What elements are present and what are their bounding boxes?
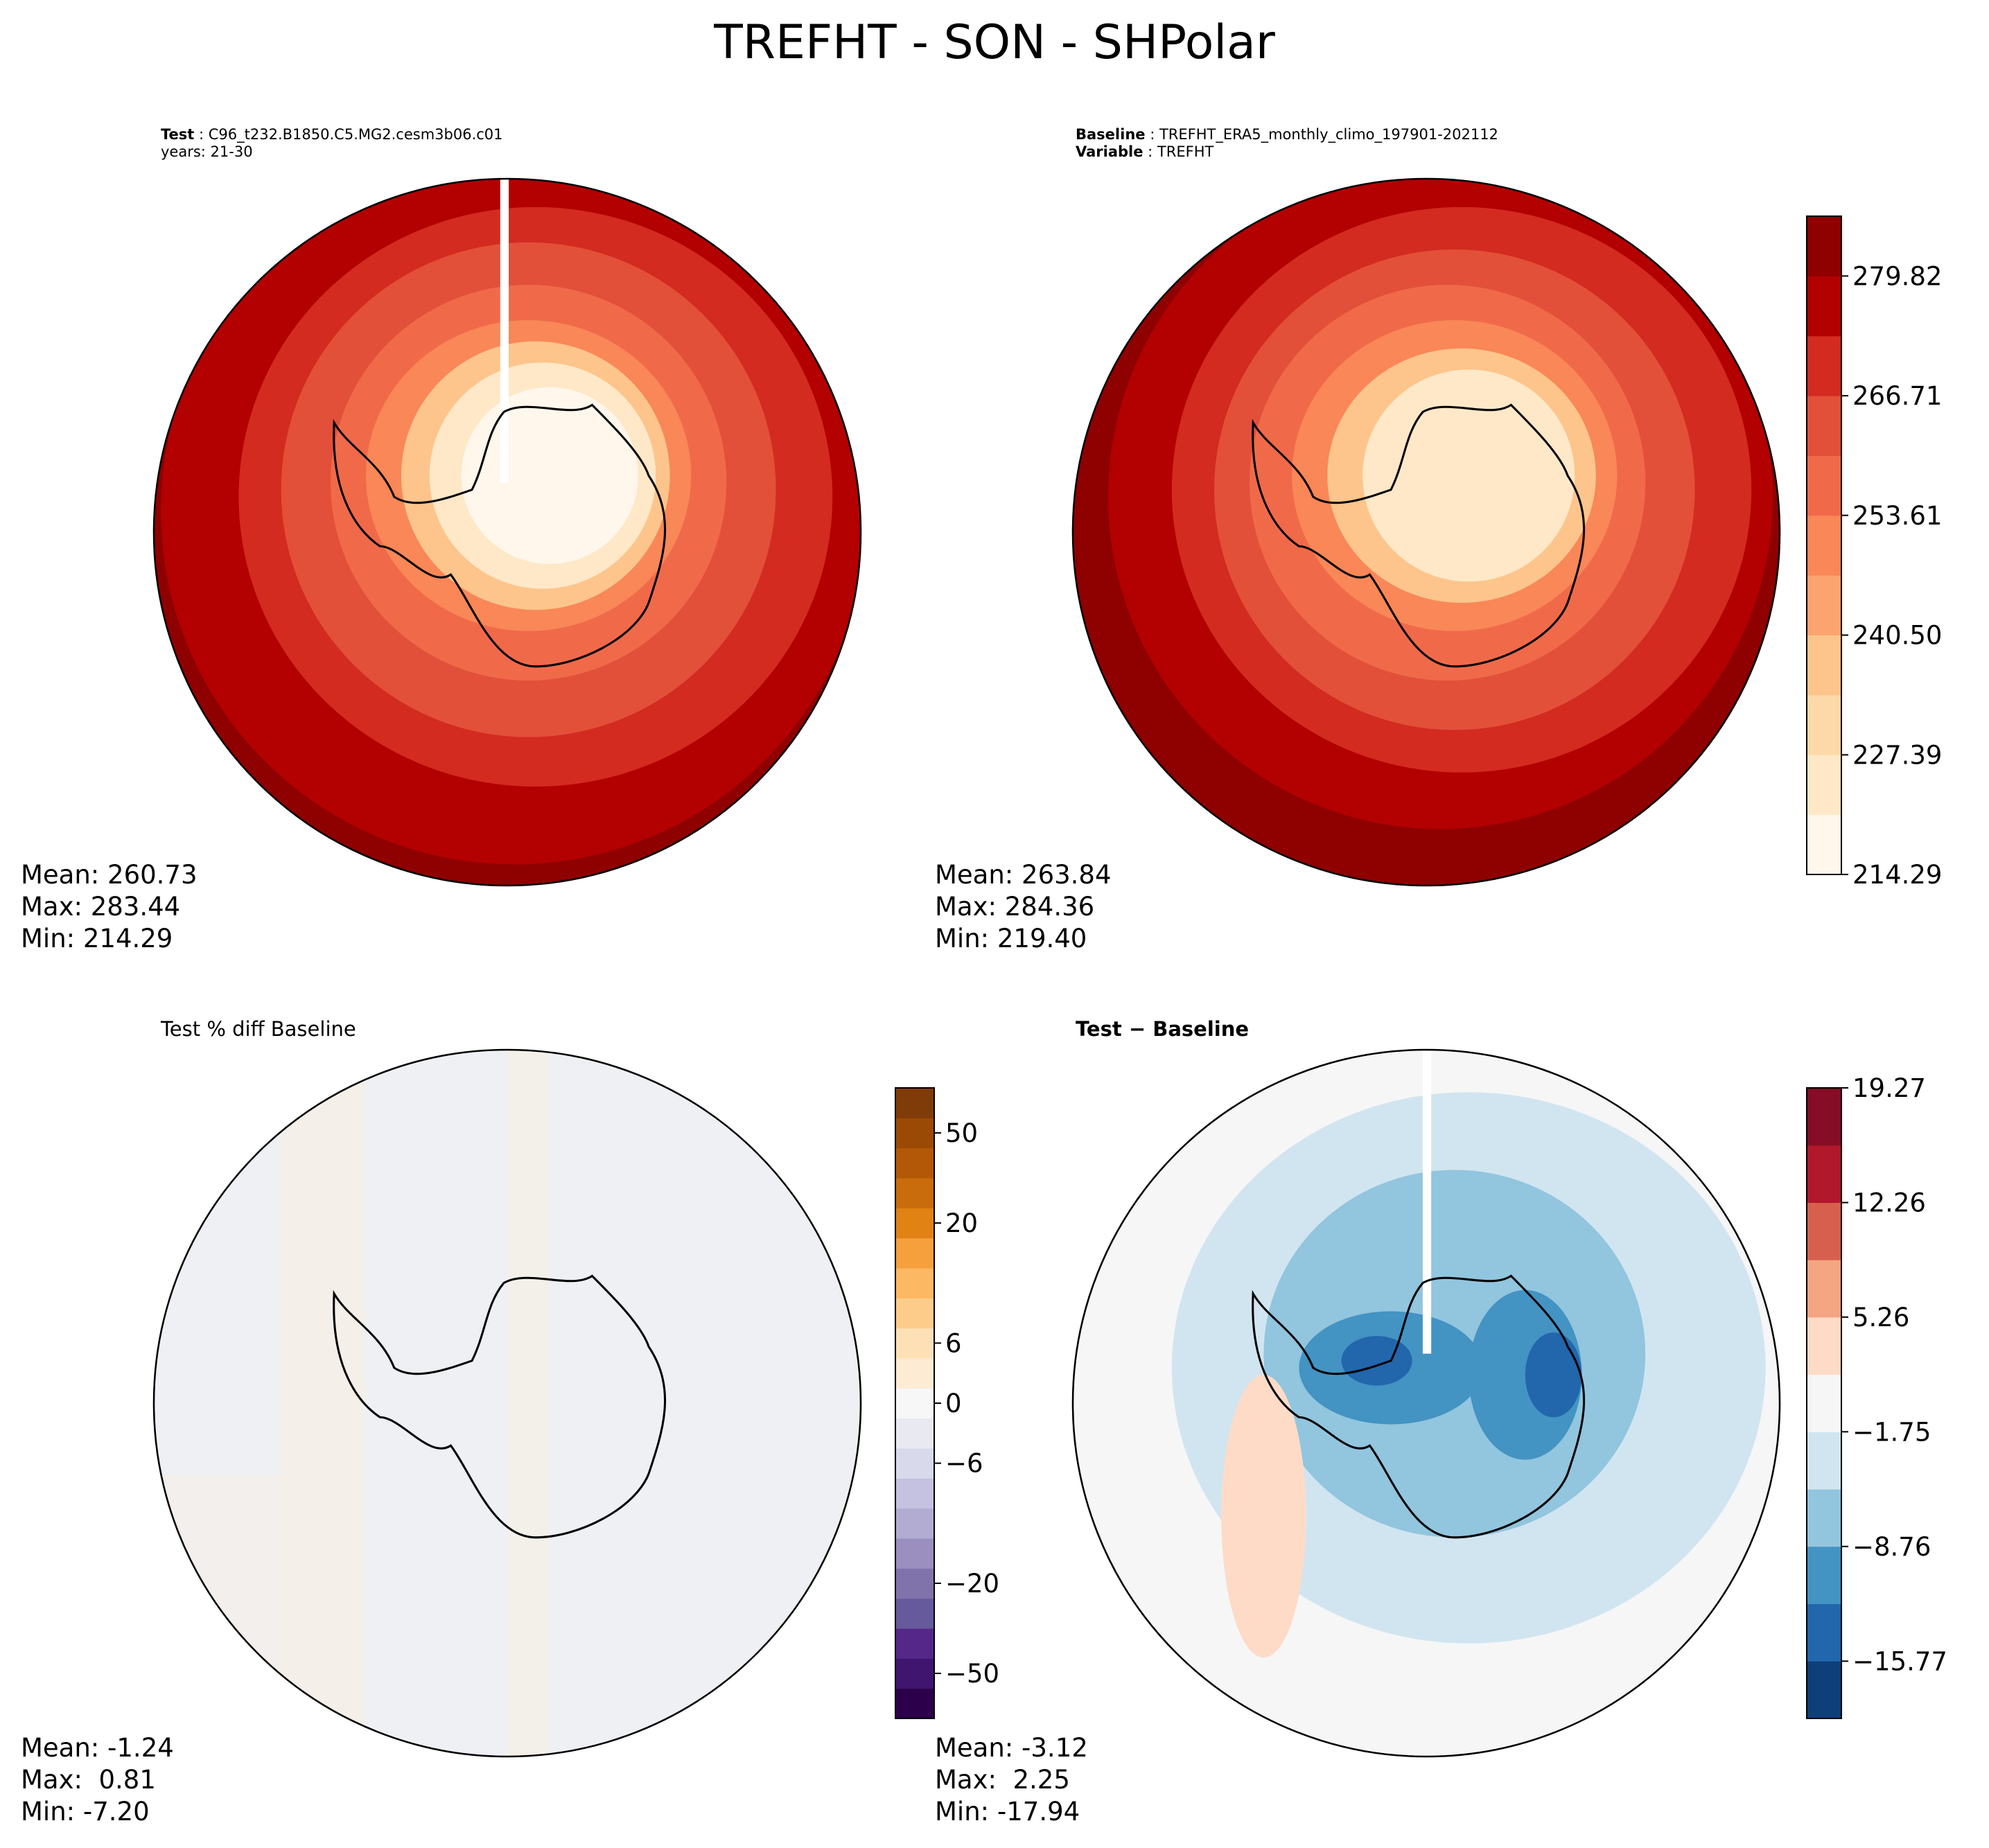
baseline-colorbar-segment xyxy=(1807,575,1841,636)
pct-diff-map xyxy=(152,1048,862,1758)
diff-colorbar-segment xyxy=(1807,1088,1841,1146)
diff-stats: Mean: -3.12 Max: 2.25 Min: -17.94 xyxy=(935,1732,1088,1828)
baseline-header: Baseline : TREFHT_ERA5_monthly_climo_197… xyxy=(1076,126,1498,160)
pct-diff-colorbar-segment xyxy=(895,1208,934,1239)
pct-diff-colorbar-tick-label: −50 xyxy=(945,1659,999,1689)
baseline-colorbar-tick-label: 214.29 xyxy=(1852,860,1942,890)
diff-title: Test − Baseline xyxy=(1076,1017,1250,1041)
diff-colorbar-tick-label: 12.26 xyxy=(1852,1188,1926,1218)
diff-colorbar-segment xyxy=(1807,1145,1841,1203)
pct-diff-colorbar-segment xyxy=(895,1388,934,1419)
test-years: years: 21-30 xyxy=(161,143,253,160)
pct-diff-colorbar-segment xyxy=(895,1628,934,1659)
pct-diff-colorbar: −50 −20 −6 0 6 20 50 xyxy=(895,1087,999,1719)
diff-colorbar-segment xyxy=(1807,1489,1841,1547)
baseline-max: Max: 284.36 xyxy=(935,892,1095,922)
diff-colorbar-tick-label: −15.77 xyxy=(1852,1646,1947,1676)
baseline-map xyxy=(1071,177,1781,887)
pct-diff-colorbar-tick-label: −6 xyxy=(945,1449,983,1479)
baseline-colorbar-segment xyxy=(1807,276,1841,337)
pct-diff-min: Min: -7.20 xyxy=(21,1797,150,1827)
baseline-mean: Mean: 263.84 xyxy=(935,860,1112,890)
diff-colorbar-segment xyxy=(1807,1603,1841,1662)
pct-diff-colorbar-segment xyxy=(895,1478,934,1509)
pct-diff-mean: Mean: -1.24 xyxy=(21,1733,174,1763)
pct-diff-colorbar-segment xyxy=(895,1298,934,1329)
test-map xyxy=(152,177,862,887)
diff-colorbar-segment xyxy=(1807,1661,1841,1719)
baseline-colorbar-segment xyxy=(1807,216,1841,276)
diff-colorbar: −15.77 −8.76 −1.75 5.26 12.26 19.27 xyxy=(1806,1073,1947,1719)
diff-max: Max: 2.25 xyxy=(935,1765,1070,1795)
baseline-colorbar-segment xyxy=(1807,814,1841,875)
diff-colorbar-segment xyxy=(1807,1202,1841,1260)
test-stats: Mean: 260.73 Max: 283.44 Min: 214.29 xyxy=(21,859,198,955)
baseline-colorbar-tick-label: 240.50 xyxy=(1852,621,1942,651)
pct-diff-colorbar-segment xyxy=(895,1508,934,1539)
diff-colorbar-segment xyxy=(1807,1546,1841,1605)
diff-colorbar-frame xyxy=(1806,1087,1842,1719)
baseline-colorbar-segment xyxy=(1807,515,1841,576)
pct-diff-colorbar-segment xyxy=(895,1088,934,1118)
diff-colorbar-segment xyxy=(1807,1374,1841,1432)
test-header-key: Test xyxy=(161,126,195,143)
baseline-colorbar-tick-label: 279.82 xyxy=(1852,261,1942,291)
baseline-colorbar-tick-label: 227.39 xyxy=(1852,740,1942,770)
pct-diff-stats: Mean: -1.24 Max: 0.81 Min: -7.20 xyxy=(21,1732,174,1828)
baseline-colorbar-tick-label: 266.71 xyxy=(1852,381,1942,411)
baseline-colorbar-segment xyxy=(1807,455,1841,516)
pct-diff-colorbar-segment xyxy=(895,1568,934,1599)
pct-diff-colorbar-segment xyxy=(895,1147,934,1179)
diff-min: Min: -17.94 xyxy=(935,1797,1080,1827)
test-mean: Mean: 260.73 xyxy=(21,860,198,890)
pct-diff-colorbar-segment xyxy=(895,1538,934,1569)
pct-diff-colorbar-segment xyxy=(895,1418,934,1449)
diff-colorbar-tick-label: 5.26 xyxy=(1852,1303,1909,1332)
baseline-colorbar-segment xyxy=(1807,335,1841,396)
pct-diff-max: Max: 0.81 xyxy=(21,1765,156,1795)
pct-diff-colorbar-tick-label: 6 xyxy=(945,1328,962,1358)
pct-diff-colorbar-segment xyxy=(895,1658,934,1689)
pct-diff-colorbar-segment xyxy=(895,1358,934,1389)
figure-title: TREFHT - SON - SHPolar xyxy=(714,15,1275,70)
test-max: Max: 283.44 xyxy=(21,892,181,922)
test-min: Min: 214.29 xyxy=(21,924,173,953)
diff-colorbar-tick-label: 19.27 xyxy=(1852,1073,1926,1103)
pct-diff-colorbar-segment xyxy=(895,1448,934,1479)
baseline-colorbar-segment xyxy=(1807,635,1841,696)
pct-diff-colorbar-tick-label: −20 xyxy=(945,1569,999,1599)
pct-diff-colorbar-segment xyxy=(895,1688,934,1719)
pct-diff-colorbar-segment xyxy=(895,1598,934,1629)
pct-diff-colorbar-segment xyxy=(895,1268,934,1299)
baseline-colorbar-segment xyxy=(1807,694,1841,755)
baseline-variable-key: Variable xyxy=(1076,143,1144,160)
baseline-stats: Mean: 263.84 Max: 284.36 Min: 219.40 xyxy=(935,859,1112,955)
diff-mean: Mean: -3.12 xyxy=(935,1733,1088,1763)
diff-colorbar-segment xyxy=(1807,1432,1841,1490)
pct-diff-colorbar-tick-label: 50 xyxy=(945,1118,978,1148)
baseline-header-key: Baseline xyxy=(1076,126,1146,143)
diff-colorbar-segment xyxy=(1807,1317,1841,1375)
diff-map xyxy=(1071,1048,1781,1758)
pct-diff-colorbar-tick-label: 20 xyxy=(945,1208,978,1238)
pct-diff-colorbar-segment xyxy=(895,1118,934,1149)
test-header: Test : C96_t232.B1850.C5.MG2.cesm3b06.c0… xyxy=(161,126,503,160)
baseline-min: Min: 219.40 xyxy=(935,924,1087,953)
baseline-variable-name: TREFHT xyxy=(1157,143,1214,160)
pct-diff-colorbar-tick-label: 0 xyxy=(945,1389,962,1418)
baseline-colorbar: 214.29 227.39 240.50 253.61 266.71 279.82 xyxy=(1806,215,1942,890)
diff-colorbar-tick-label: −8.76 xyxy=(1852,1532,1931,1562)
baseline-colorbar-frame xyxy=(1806,215,1842,875)
diff-colorbar-tick-label: −1.75 xyxy=(1852,1417,1931,1447)
pct-diff-colorbar-segment xyxy=(895,1178,934,1208)
pct-diff-colorbar-segment xyxy=(895,1328,934,1359)
baseline-case-name: TREFHT_ERA5_monthly_climo_197901-202112 xyxy=(1159,126,1498,143)
test-case-name: C96_t232.B1850.C5.MG2.cesm3b06.c01 xyxy=(208,126,503,143)
pct-diff-title: Test % diff Baseline xyxy=(161,1017,356,1041)
diff-colorbar-segment xyxy=(1807,1260,1841,1318)
baseline-colorbar-tick-label: 253.61 xyxy=(1852,501,1942,531)
pct-diff-colorbar-segment xyxy=(895,1238,934,1269)
baseline-colorbar-segment xyxy=(1807,396,1841,456)
baseline-colorbar-segment xyxy=(1807,755,1841,816)
